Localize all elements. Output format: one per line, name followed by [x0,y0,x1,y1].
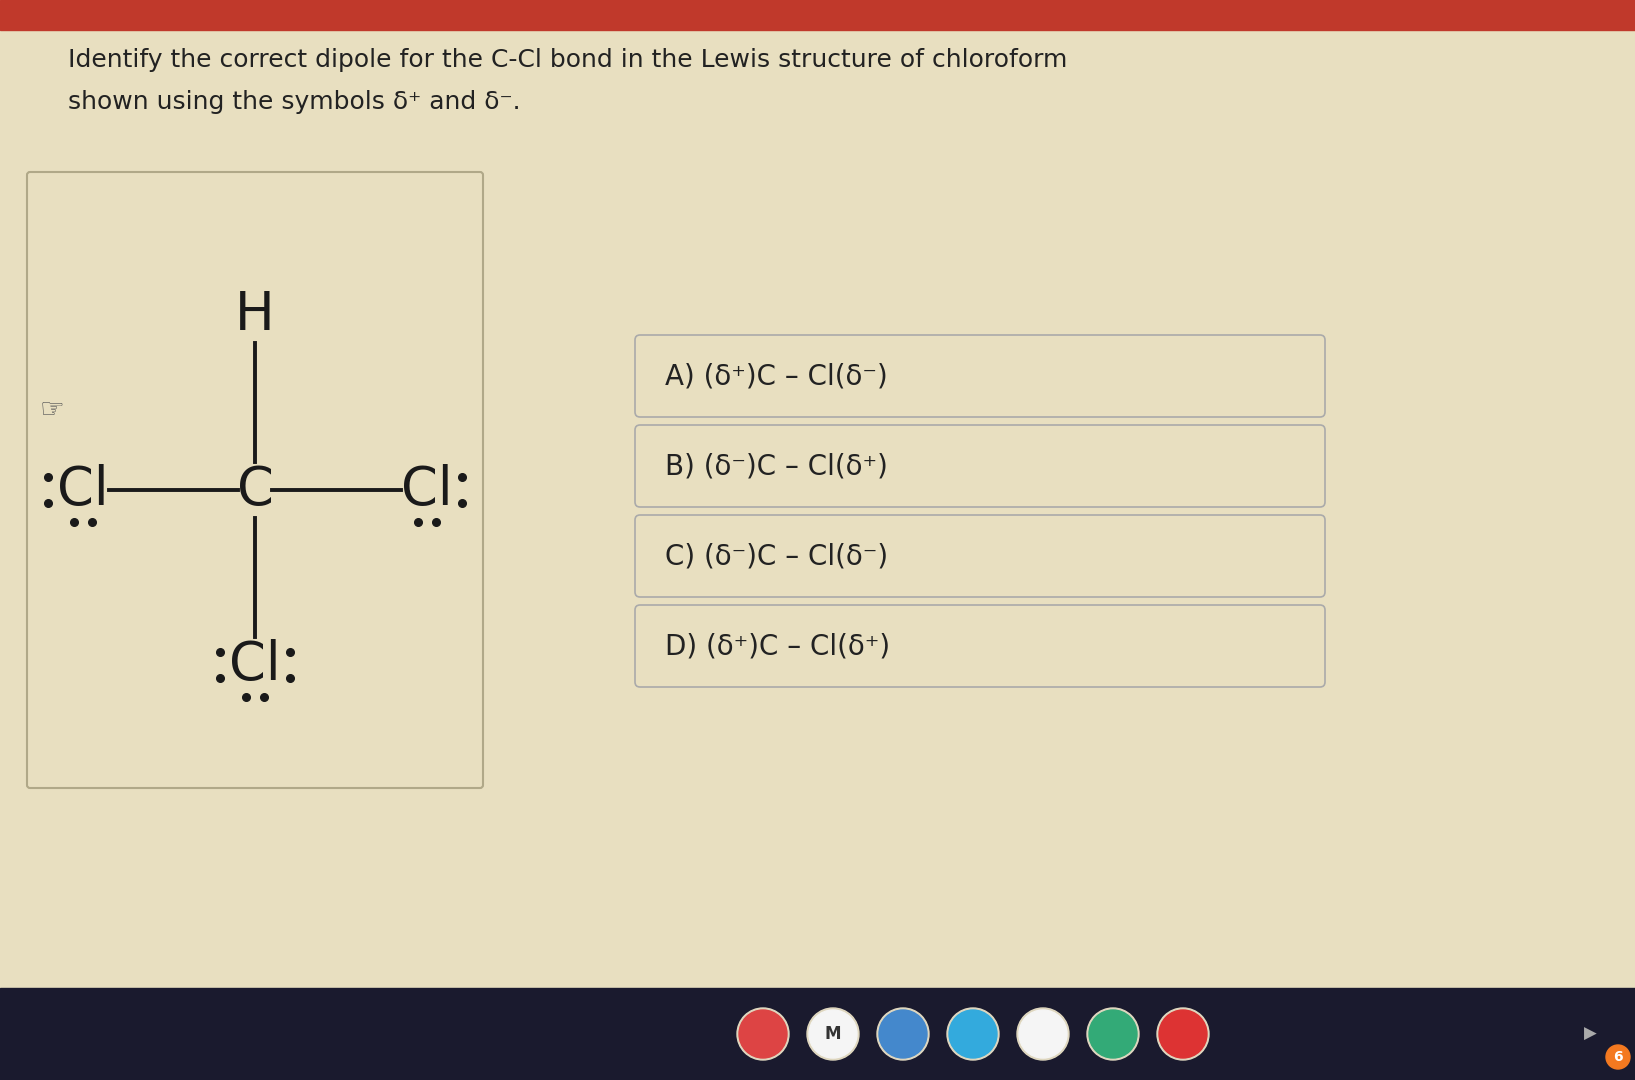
Bar [0,0,1635,30]
Circle shape [1159,1010,1207,1058]
Circle shape [737,1008,790,1059]
Circle shape [1089,1010,1136,1058]
FancyBboxPatch shape [634,426,1324,507]
Circle shape [1087,1008,1140,1059]
Text: ▶: ▶ [1584,1025,1596,1043]
Text: Cl: Cl [401,464,453,516]
Circle shape [739,1010,786,1058]
Text: ☞: ☞ [39,396,64,424]
Circle shape [1158,1008,1208,1059]
Text: 6: 6 [1614,1050,1624,1064]
Text: B) (δ⁻)C – Cl(δ⁺): B) (δ⁻)C – Cl(δ⁺) [665,453,888,480]
Text: Cl: Cl [57,464,110,516]
Circle shape [809,1010,857,1058]
Circle shape [1017,1008,1069,1059]
FancyBboxPatch shape [634,335,1324,417]
Text: C) (δ⁻)C – Cl(δ⁻): C) (δ⁻)C – Cl(δ⁻) [665,542,888,570]
FancyBboxPatch shape [634,515,1324,597]
Circle shape [1606,1045,1630,1069]
Text: Identify the correct dipole for the C-Cl bond in the Lewis structure of chlorofo: Identify the correct dipole for the C-Cl… [69,48,1068,72]
FancyBboxPatch shape [28,172,482,788]
Text: Cl: Cl [229,639,281,691]
Circle shape [1019,1010,1068,1058]
Circle shape [948,1010,997,1058]
Text: C: C [237,464,273,516]
Text: H: H [235,289,275,341]
Circle shape [947,1008,999,1059]
Text: A) (δ⁺)C – Cl(δ⁻): A) (δ⁺)C – Cl(δ⁻) [665,362,888,390]
Bar [0,988,1635,1080]
Circle shape [808,1008,858,1059]
Circle shape [876,1008,929,1059]
FancyBboxPatch shape [634,605,1324,687]
Text: M: M [824,1025,842,1043]
Text: D) (δ⁺)C – Cl(δ⁺): D) (δ⁺)C – Cl(δ⁺) [665,632,889,660]
Text: shown using the symbols δ⁺ and δ⁻.: shown using the symbols δ⁺ and δ⁻. [69,90,520,114]
Circle shape [880,1010,927,1058]
